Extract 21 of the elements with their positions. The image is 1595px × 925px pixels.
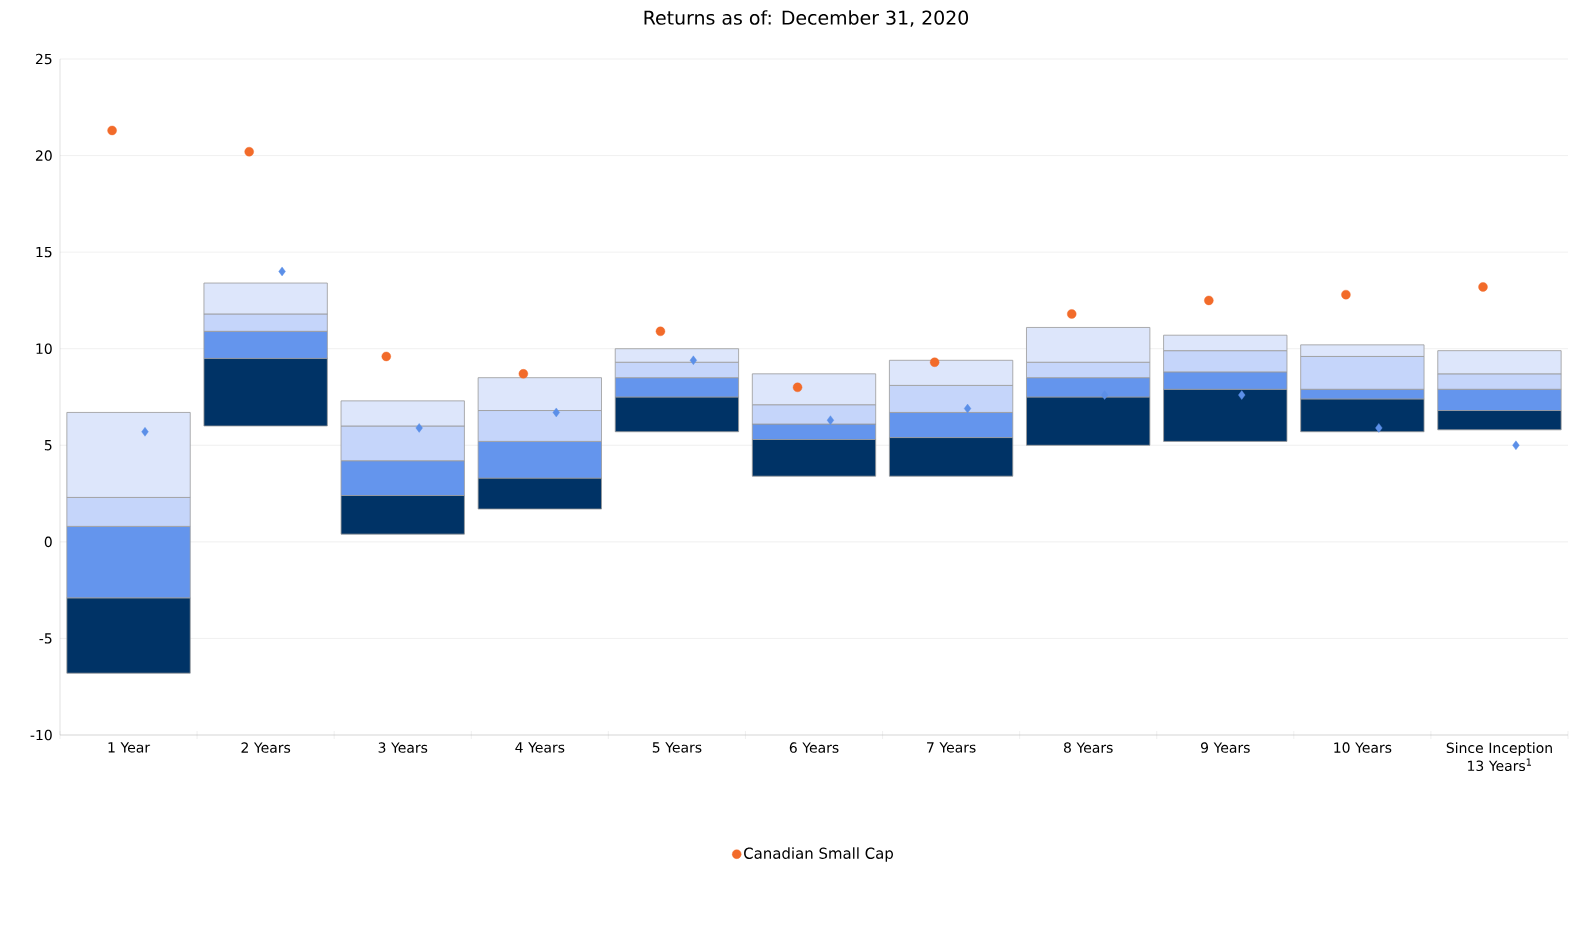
x-tick-label: 8 Years [1063, 742, 1113, 753]
y-tick-label: 10 [36, 343, 52, 354]
y-tick-label: 20 [35, 150, 52, 161]
y-tick-label: 15 [36, 246, 52, 258]
y-tick-label: 25 [35, 53, 52, 65]
x-tick-label: 2 Years [241, 742, 291, 753]
x-tick-label: 9 Years [1200, 742, 1250, 753]
y-tick-label: 0 [44, 536, 52, 548]
y-tick-label: -5 [39, 633, 52, 644]
x-tick-label: 1 Year [108, 742, 151, 753]
x-tick-label: 7 Years [927, 742, 976, 753]
x-tick-label: 5 Years [652, 742, 702, 753]
x-tick-label: 3 Years [378, 742, 428, 753]
x-tick-label: 6 Years [789, 742, 839, 753]
legend-label: Canadian Small Cap [744, 847, 893, 862]
y-tick-label: 5 [44, 440, 52, 451]
y-tick-label: -10 [30, 729, 52, 741]
chart-title: Returns as of: December 31, 2020 [644, 10, 969, 27]
x-tick-label: 4 Years [515, 742, 565, 753]
x-tick-label: 10 Years [1334, 742, 1392, 753]
x-tick-label: Since Inception 13 Years$^{1}$ [1446, 742, 1552, 772]
